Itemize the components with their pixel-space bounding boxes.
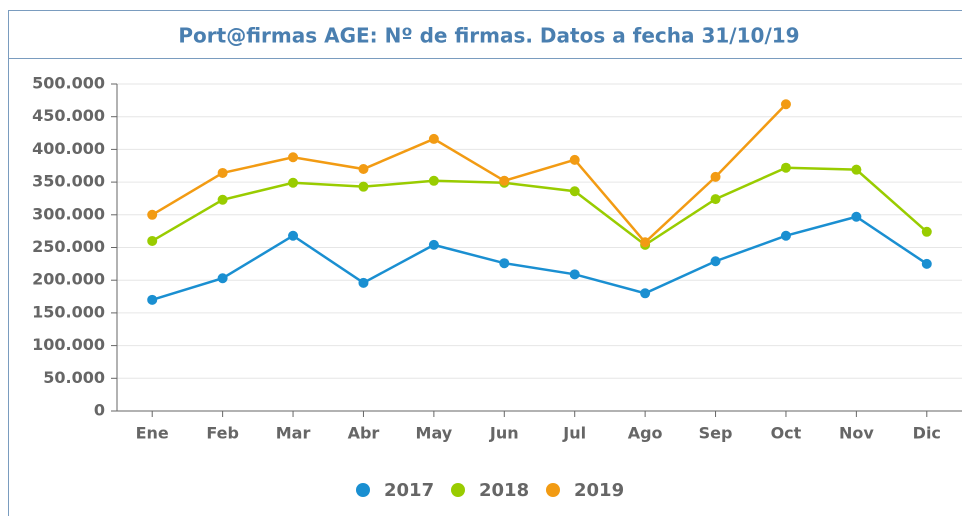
- y-tick-label: 0: [94, 401, 105, 420]
- point: [147, 209, 158, 220]
- y-tick-label: 200.000: [32, 270, 105, 289]
- point: [921, 226, 932, 237]
- x-tick-label: Dic: [913, 424, 941, 443]
- y-tick-label: 500.000: [32, 74, 105, 93]
- x-tick-label: Mar: [276, 424, 311, 443]
- x-tick-label: Jun: [489, 424, 519, 443]
- point: [428, 175, 439, 186]
- series-line: [151, 103, 787, 245]
- point: [569, 269, 580, 280]
- x-tick-label: Jul: [562, 424, 586, 443]
- point: [921, 258, 932, 269]
- point: [288, 230, 299, 241]
- point: [217, 167, 228, 178]
- x-tick-label: Nov: [839, 424, 874, 443]
- point: [851, 164, 862, 175]
- legend-swatch: [451, 483, 465, 497]
- point: [851, 211, 862, 222]
- legend-label: 2018: [479, 480, 529, 501]
- point: [499, 175, 510, 186]
- point: [428, 133, 439, 144]
- y-tick-label: 450.000: [32, 106, 105, 125]
- y-tick-label: 400.000: [32, 139, 105, 158]
- point: [358, 164, 369, 175]
- y-tick-label: 250.000: [32, 237, 105, 256]
- point: [710, 256, 721, 267]
- x-tick-label: Feb: [206, 424, 239, 443]
- point: [358, 277, 369, 288]
- y-tick-label: 50.000: [43, 368, 105, 387]
- legend-label: 2019: [574, 480, 624, 501]
- x-tick-label: Sep: [699, 424, 733, 443]
- point: [147, 294, 158, 305]
- legend-label: 2017: [384, 480, 434, 501]
- point: [780, 162, 791, 173]
- point: [710, 171, 721, 182]
- x-tick-label: May: [416, 424, 453, 443]
- point: [640, 288, 651, 299]
- point: [147, 235, 158, 246]
- x-tick-label: Ene: [136, 424, 169, 443]
- y-tick-label: 150.000: [32, 302, 105, 321]
- point: [217, 273, 228, 284]
- x-tick-label: Ago: [628, 424, 663, 443]
- point: [780, 99, 791, 110]
- point: [499, 258, 510, 269]
- point: [569, 186, 580, 197]
- legend-swatch: [356, 483, 370, 497]
- point: [780, 230, 791, 241]
- point: [710, 194, 721, 205]
- point: [288, 152, 299, 163]
- point: [217, 194, 228, 205]
- y-tick-label: 100.000: [32, 335, 105, 354]
- x-tick-label: Abr: [348, 424, 380, 443]
- point: [288, 177, 299, 188]
- point: [358, 181, 369, 192]
- series-line: [151, 215, 928, 302]
- y-tick-label: 350.000: [32, 172, 105, 191]
- series-line: [151, 166, 928, 247]
- frame: [8, 10, 962, 516]
- chart-title: Port@firmas AGE: Nº de firmas. Datos a f…: [178, 24, 799, 48]
- point: [569, 154, 580, 165]
- point: [640, 237, 651, 248]
- y-tick-label: 300.000: [32, 204, 105, 223]
- legend-swatch: [546, 483, 560, 497]
- x-tick-label: Oct: [771, 424, 802, 443]
- point: [428, 239, 439, 250]
